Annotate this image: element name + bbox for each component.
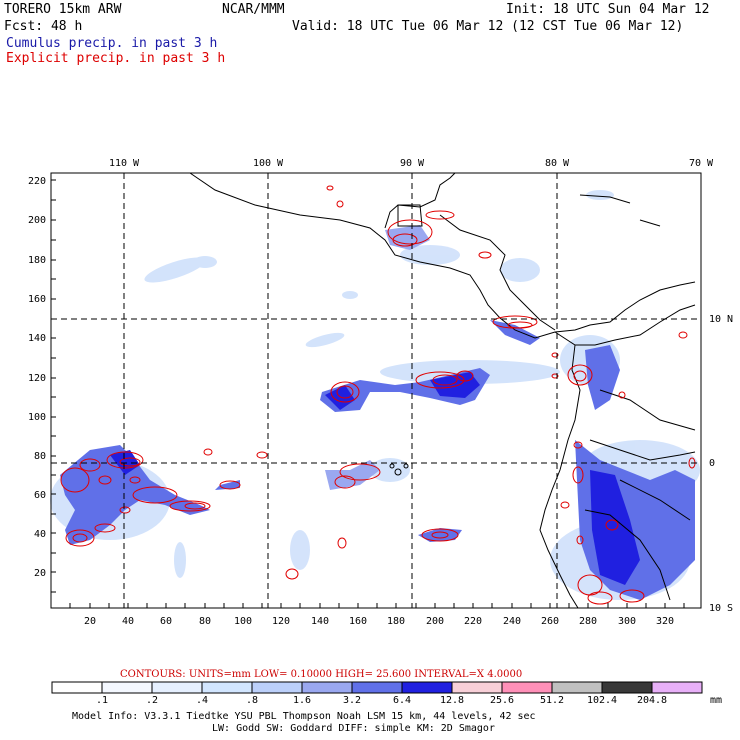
lon-label-110w: 110 W [109,158,140,169]
lon-label-100w: 100 W [253,158,284,169]
forecast-hour: Fcst: 48 h [4,19,83,34]
x-axis-ticks [69,603,685,608]
lat-label-10s: 10 S [709,603,733,614]
x-tick-label: 260 [541,616,559,627]
colorbar-label: 102.4 [587,695,617,706]
coastlines [189,172,696,609]
y-axis-labels: 220 200 180 160 140 120 100 80 60 40 20 [28,176,46,579]
colorbar-swatch [51,681,103,694]
x-tick-label: 100 [234,616,252,627]
colorbar-label: 3.2 [343,695,361,706]
colorbar-label: 1.6 [293,695,311,706]
y-tick-label: 100 [28,412,46,423]
colorbar-swatch [601,681,653,694]
legend-explicit: Explicit precip. in past 3 h [6,51,226,66]
x-tick-label: 280 [579,616,597,627]
model-title: TORERO 15km ARW [4,2,122,17]
legend-cumulus: Cumulus precip. in past 3 h [6,36,218,51]
colorbar-label: 51.2 [540,695,564,706]
colorbar-label: 25.6 [490,695,514,706]
colorbar-swatch [401,681,453,694]
footer-model-info: Model Info: V3.3.1 Tiedtke YSU PBL Thomp… [72,711,536,722]
lat-label-10n: 10 N [709,314,733,325]
x-tick-label: 200 [426,616,444,627]
contour-info: CONTOURS: UNITS=mm LOW= 0.10000 HIGH= 25… [120,669,522,680]
x-tick-label: 220 [464,616,482,627]
x-tick-label: 60 [160,616,172,627]
init-time: Init: 18 UTC Sun 04 Mar 12 [506,2,710,17]
organization-label: NCAR/MMM [222,2,285,17]
y-tick-label: 180 [28,255,46,266]
x-tick-label: 160 [349,616,367,627]
lon-label-80w: 80 W [545,158,570,169]
x-tick-label: 300 [618,616,636,627]
x-tick-label: 240 [503,616,521,627]
graticule [51,173,701,608]
y-tick-label: 40 [34,529,46,540]
colorbar-swatch [651,681,703,694]
valid-time: Valid: 18 UTC Tue 06 Mar 12 (12 CST Tue … [292,19,684,34]
colorbar-label: 6.4 [393,695,411,706]
colorbar-swatch [101,681,153,694]
footer-physics-info: LW: Godd SW: Goddard DIFF: simple KM: 2D… [212,723,495,734]
colorbar-label: .4 [196,695,208,706]
map-frame [50,172,702,609]
colorbar-label: .2 [146,695,158,706]
lon-label-90w: 90 W [400,158,425,169]
colorbar-swatch [151,681,203,694]
colorbar-unit: mm [710,695,722,706]
x-tick-label: 320 [656,616,674,627]
y-tick-label: 120 [28,373,46,384]
x-tick-label: 140 [311,616,329,627]
x-tick-label: 80 [199,616,211,627]
lon-label-70w: 70 W [689,158,714,169]
colorbar-label: .1 [96,695,108,706]
colorbar: .1 .2 .4 .8 1.6 3.2 6.4 12.8 25.6 51.2 102.4 204.8 m… [51,681,722,706]
lat-label-0: 0 [709,458,715,469]
colorbar-swatch [351,681,403,694]
colorbar-swatch [451,681,503,694]
y-tick-label: 200 [28,215,46,226]
y-axis-ticks [51,179,56,593]
x-tick-label: 120 [272,616,290,627]
x-tick-label: 40 [122,616,134,627]
y-tick-label: 60 [34,490,46,501]
colorbar-label: 204.8 [637,695,667,706]
y-tick-label: 140 [28,333,46,344]
explicit-precip-contours [60,185,696,605]
y-tick-label: 160 [28,294,46,305]
colorbar-swatch [201,681,253,694]
colorbar-label: 12.8 [440,695,464,706]
x-tick-label: 180 [387,616,405,627]
colorbar-label: .8 [246,695,258,706]
colorbar-swatch [551,681,603,694]
cumulus-heavy-shading [60,225,695,600]
colorbar-swatch [501,681,553,694]
x-axis-labels: 20 40 60 80 100 120 140 160 180 200 220 … [84,616,674,627]
y-tick-label: 220 [28,176,46,187]
y-tick-label: 20 [34,568,46,579]
colorbar-swatch [251,681,303,694]
y-tick-label: 80 [34,451,46,462]
colorbar-swatch [301,681,353,694]
x-tick-label: 20 [84,616,96,627]
